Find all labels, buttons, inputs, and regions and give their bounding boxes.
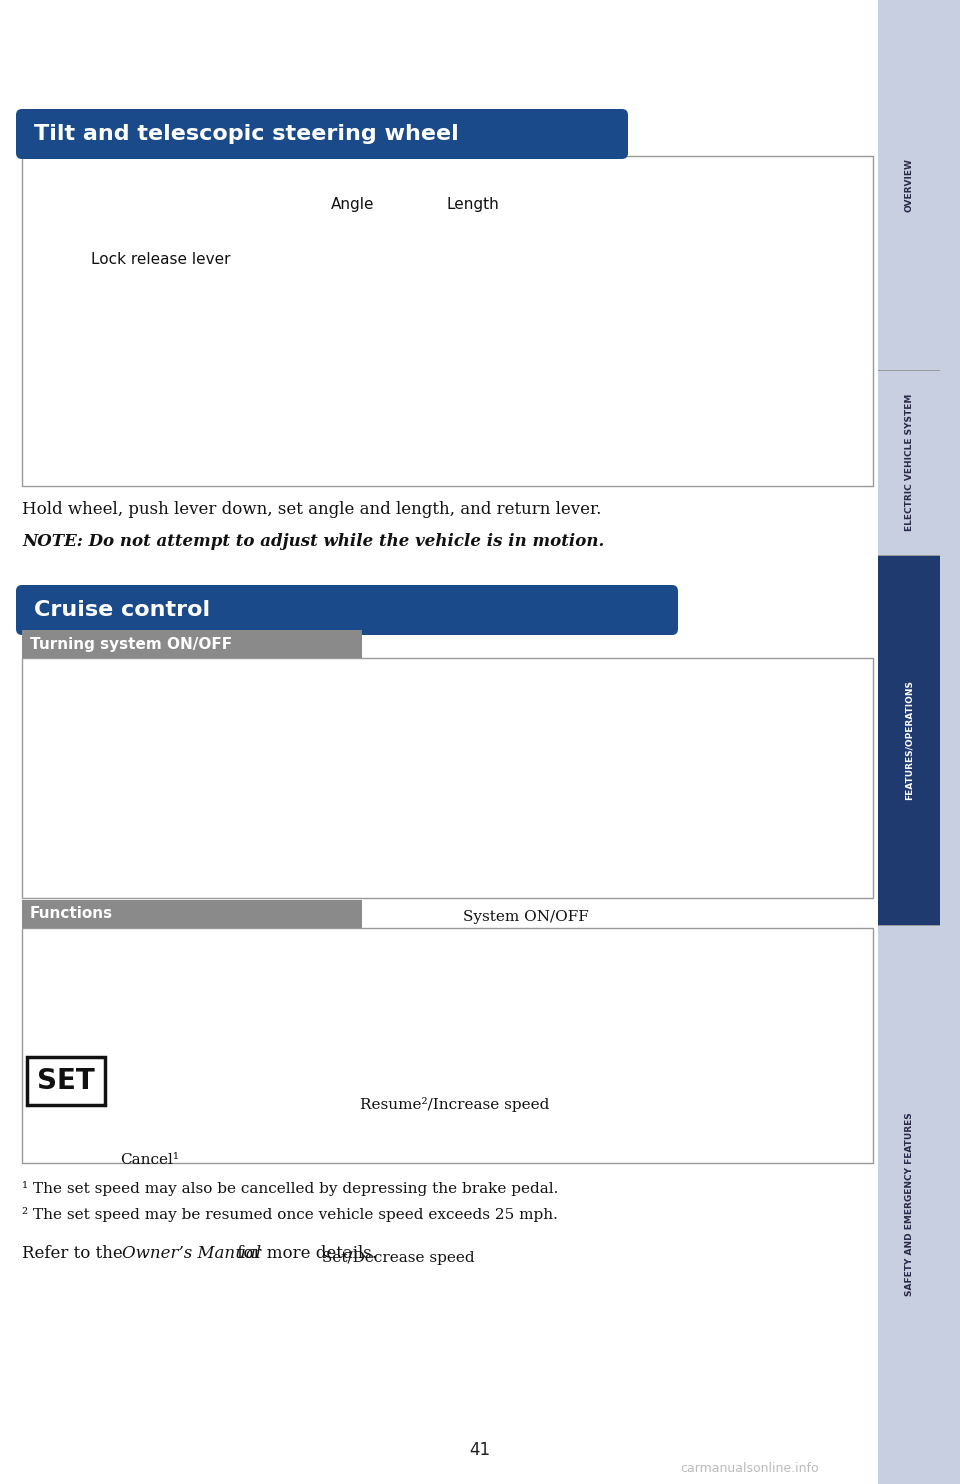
Text: Functions: Functions <box>30 907 113 922</box>
Bar <box>22 899 362 928</box>
Text: Tilt and telescopic steering wheel: Tilt and telescopic steering wheel <box>34 125 459 144</box>
Text: Length: Length <box>446 197 499 212</box>
Bar <box>878 0 944 1484</box>
Text: System ON/OFF: System ON/OFF <box>463 910 588 925</box>
Text: Resume²/Increase speed: Resume²/Increase speed <box>360 1097 549 1112</box>
Bar <box>22 156 873 485</box>
Bar <box>944 0 960 1484</box>
Text: Hold wheel, push lever down, set angle and length, and return lever.: Hold wheel, push lever down, set angle a… <box>22 502 601 518</box>
Text: Cruise control: Cruise control <box>34 600 210 620</box>
Bar <box>22 657 873 898</box>
Bar <box>878 555 940 925</box>
Text: SET: SET <box>37 1067 95 1095</box>
Text: ELECTRIC VEHICLE SYSTEM: ELECTRIC VEHICLE SYSTEM <box>904 393 914 531</box>
Text: OVERVIEW: OVERVIEW <box>904 159 914 212</box>
Bar <box>878 925 940 1484</box>
Text: for more details.: for more details. <box>232 1245 377 1261</box>
Text: Turning system ON/OFF: Turning system ON/OFF <box>30 637 232 651</box>
Bar <box>878 0 940 370</box>
Bar <box>22 928 873 1163</box>
Text: Cancel¹: Cancel¹ <box>120 1153 179 1168</box>
Text: Set/Decrease speed: Set/Decrease speed <box>322 1251 474 1266</box>
Text: Lock release lever: Lock release lever <box>91 252 230 267</box>
Text: FEATURES/OPERATIONS: FEATURES/OPERATIONS <box>904 680 914 800</box>
Bar <box>878 370 940 555</box>
Text: Refer to the: Refer to the <box>22 1245 128 1261</box>
Bar <box>27 1057 105 1106</box>
Text: NOTE: Do not attempt to adjust while the vehicle is in motion.: NOTE: Do not attempt to adjust while the… <box>22 533 604 551</box>
Text: carmanualsonline.info: carmanualsonline.info <box>681 1462 819 1475</box>
Text: SAFETY AND EMERGENCY FEATURES: SAFETY AND EMERGENCY FEATURES <box>904 1113 914 1297</box>
FancyBboxPatch shape <box>16 108 628 159</box>
Bar <box>22 631 362 657</box>
Text: ² The set speed may be resumed once vehicle speed exceeds 25 mph.: ² The set speed may be resumed once vehi… <box>22 1206 558 1221</box>
Text: Owner’s Manual: Owner’s Manual <box>122 1245 261 1261</box>
Text: Angle: Angle <box>331 197 374 212</box>
FancyBboxPatch shape <box>16 585 678 635</box>
Text: ¹ The set speed may also be cancelled by depressing the brake pedal.: ¹ The set speed may also be cancelled by… <box>22 1181 559 1196</box>
Text: 41: 41 <box>469 1441 491 1459</box>
